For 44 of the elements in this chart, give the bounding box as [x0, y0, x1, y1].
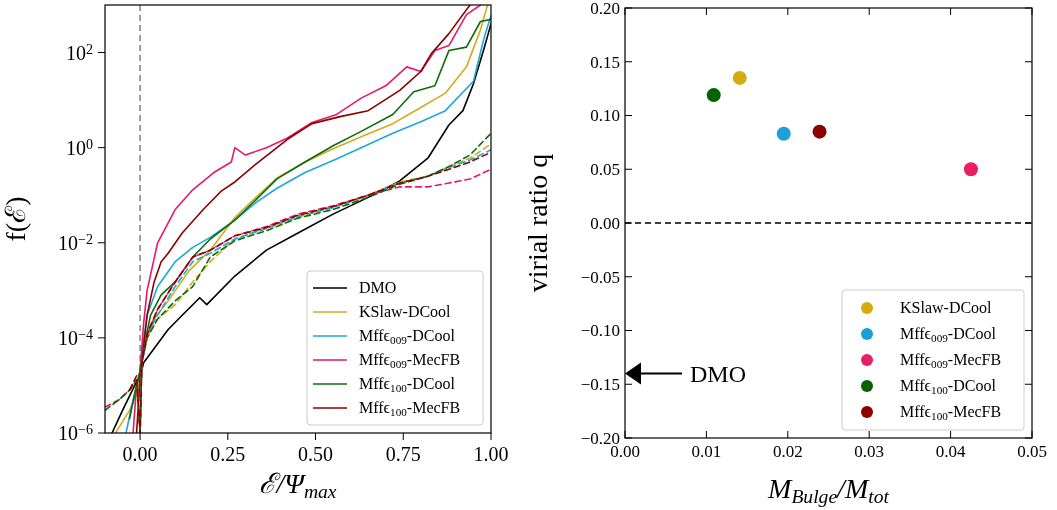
point	[706, 88, 721, 103]
y-tick-label: 10$^{−4}$	[58, 326, 93, 349]
y-tick-label: −0.10	[580, 321, 620, 341]
x-tick-label: 0.00	[122, 443, 158, 465]
point	[812, 124, 827, 139]
x-tick-label: 0.01	[691, 441, 722, 461]
y-tick-label: 10$^{2}$	[66, 41, 93, 64]
x-axis-title: M$_{Bulge}$/M$_{tot}$	[767, 473, 890, 507]
legend-label: Mffϵ$_{009}$-DCool	[900, 325, 997, 344]
y-tick-label: 10$^{−2}$	[58, 231, 93, 254]
y-tick-label: 0.10	[590, 106, 620, 126]
legend-label: Mffϵ$_{100}$-DCool	[359, 375, 456, 394]
legend-label: Mffϵ$_{100}$-MecFB	[359, 399, 461, 418]
x-tick-label: 0.03	[854, 441, 885, 461]
y-tick-label: −0.05	[580, 267, 620, 287]
annotation: DMO	[690, 360, 747, 387]
legend-label: Mffϵ$_{009}$-MecFB	[900, 351, 1002, 370]
legend-label: DMO	[359, 279, 397, 296]
y-tick-label: 10$^{−6}$	[58, 421, 93, 444]
point	[732, 70, 747, 85]
x-tick-label: 0.02	[772, 441, 803, 461]
y-axis-title: virial ratio q	[522, 153, 553, 293]
y-tick-label: 0.05	[590, 160, 620, 180]
legend-label: Mffϵ$_{100}$-DCool	[900, 377, 997, 396]
x-tick-label: 0.75	[385, 443, 421, 465]
x-tick-label: 0.05	[1017, 441, 1047, 461]
legend-label: KSlaw-DCool	[900, 299, 993, 316]
y-tick-label: 10$^{0}$	[66, 136, 93, 159]
x-tick-label: 1.00	[473, 443, 509, 465]
x-tick-label: 0.25	[210, 443, 246, 465]
y-tick-label: 0.20	[590, 0, 620, 18]
legend-label: Mffϵ$_{100}$-MecFB	[900, 403, 1002, 422]
point	[776, 126, 791, 141]
y-tick-label: 0.15	[590, 52, 620, 72]
point	[963, 162, 978, 177]
x-tick-label: 0.50	[298, 443, 334, 465]
y-tick-label: −0.15	[580, 375, 620, 395]
legend-label: KSlaw-DCool	[359, 303, 452, 320]
legend-label: Mffϵ$_{009}$-MecFB	[359, 351, 461, 370]
y-tick-label: 0.00	[590, 213, 620, 233]
y-axis-title: f(ℰ)	[0, 196, 31, 242]
x-axis-title: ℰ/Ψ$_{max}$	[259, 468, 337, 502]
legend-label: Mffϵ$_{009}$-DCool	[359, 327, 456, 346]
x-tick-label: 0.04	[935, 441, 966, 461]
